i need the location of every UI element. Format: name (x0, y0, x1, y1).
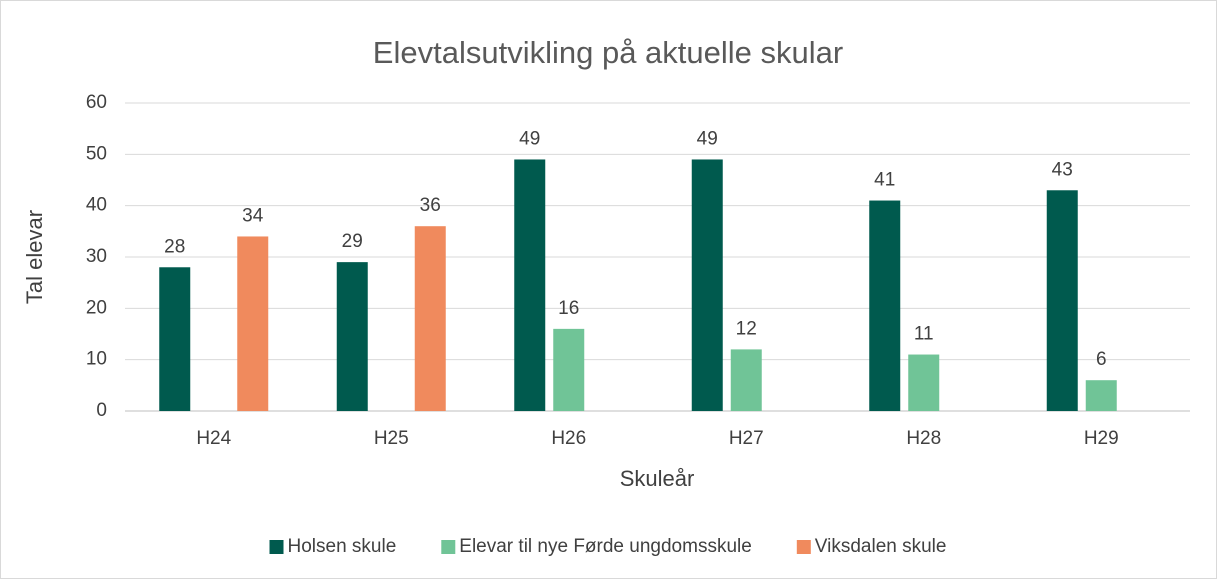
data-label: 11 (914, 324, 934, 345)
legend-label: Viksdalen skule (815, 536, 947, 557)
y-tick-label: 60 (86, 92, 107, 113)
data-label: 29 (342, 231, 363, 252)
legend-label: Holsen skule (288, 536, 397, 557)
y-tick-label: 30 (86, 246, 107, 267)
data-label: 12 (736, 318, 757, 339)
data-label: 16 (558, 298, 579, 319)
x-tick-label: H24 (196, 428, 231, 449)
bar (908, 354, 940, 411)
bar (553, 328, 585, 411)
y-tick-label: 20 (86, 297, 107, 318)
y-tick-label: 0 (96, 400, 107, 421)
legend-label: Elevar til nye Førde ungdomsskule (459, 536, 752, 557)
bar (414, 226, 446, 411)
bar (1046, 190, 1078, 411)
x-axis-label: Skuleår (620, 466, 695, 491)
bar (514, 159, 546, 411)
data-label: 36 (420, 195, 441, 216)
data-label: 28 (164, 236, 185, 257)
data-label: 49 (697, 128, 718, 149)
legend-swatch (796, 540, 811, 554)
bar (159, 267, 191, 411)
x-tick-label: H27 (729, 428, 764, 449)
bar (869, 200, 901, 411)
bar (691, 159, 723, 411)
data-label: 41 (874, 170, 895, 191)
x-tick-label: H26 (551, 428, 586, 449)
x-tick-label: H25 (374, 428, 409, 449)
y-tick-label: 50 (86, 143, 107, 164)
bar (336, 262, 368, 411)
legend-swatch (441, 540, 456, 554)
y-tick-label: 40 (86, 195, 107, 216)
bar (730, 349, 762, 411)
data-label: 6 (1096, 349, 1107, 370)
data-label: 49 (519, 128, 540, 149)
data-label: 43 (1052, 159, 1073, 180)
x-tick-label: H28 (906, 428, 941, 449)
legend-swatch (269, 540, 284, 554)
data-label: 34 (242, 205, 264, 226)
chart-title: Elevtalsutvikling på aktuelle skular (373, 35, 843, 70)
bar (237, 236, 269, 411)
x-tick-label: H29 (1084, 428, 1119, 449)
bar (1085, 380, 1117, 411)
y-tick-label: 10 (86, 349, 107, 370)
y-axis-label: Tal elevar (22, 210, 47, 304)
